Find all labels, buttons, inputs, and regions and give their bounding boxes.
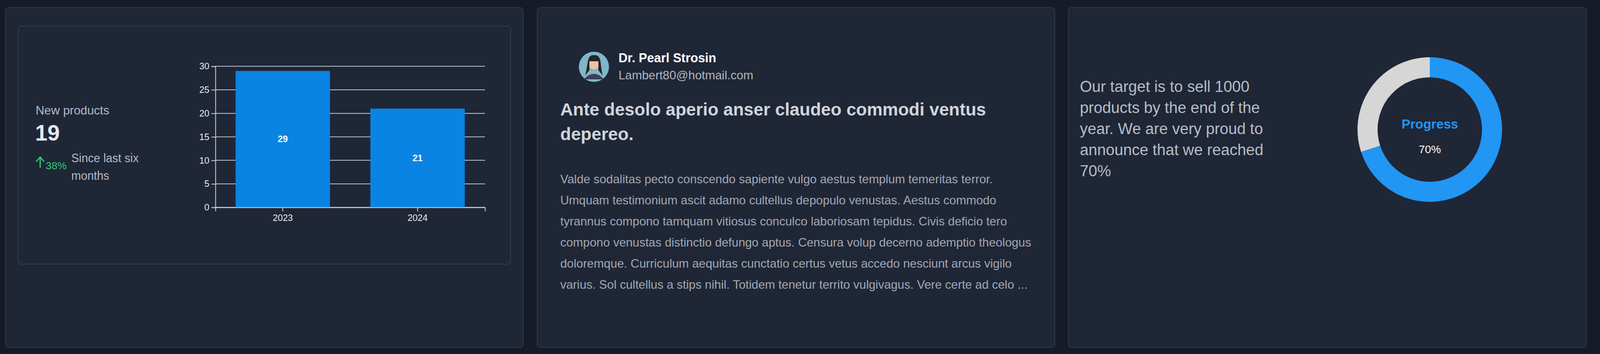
data-label: 21 — [412, 153, 423, 164]
avatar-body — [583, 73, 604, 80]
tick-mark — [211, 89, 216, 91]
donut-label: 70% — [1418, 143, 1441, 156]
tick-label: 20 — [199, 108, 210, 119]
tick: 15 — [199, 132, 216, 143]
post-body: Valde sodalitas pecto conscendo sapiente… — [560, 168, 1033, 296]
tick-mark — [417, 207, 419, 212]
tick-label: 5 — [204, 178, 210, 189]
y-axis: 0 5 10 15 20 25 30 — [199, 61, 216, 213]
tick: 30 — [199, 61, 216, 72]
tick-label: 0 — [204, 202, 210, 213]
tick-mark — [211, 66, 216, 68]
tick-mark — [211, 160, 216, 162]
tick-mark — [211, 207, 216, 209]
tick-label: 15 — [199, 132, 210, 143]
avatar — [578, 51, 609, 82]
tick: 20 — [199, 108, 216, 119]
donut-chart: Progress 70% — [1357, 57, 1503, 202]
post-title: Ante desolo aperio anser claudeo commodi… — [560, 96, 1038, 147]
axis-line — [211, 66, 216, 208]
tick-mark — [282, 207, 284, 212]
author: Dr. Pearl Strosin — [618, 50, 717, 66]
tick: 2024 — [407, 207, 428, 223]
axis-line — [215, 207, 486, 212]
grid-line — [215, 65, 485, 67]
stat-change: 38% — [45, 159, 67, 172]
tick-label: 25 — [199, 84, 210, 95]
bar-chart: 0 5 10 15 20 25 30 2023 2024 29 21 — [199, 61, 486, 223]
tick: 0 — [204, 202, 216, 213]
card — [1067, 7, 1587, 348]
tick-label: 10 — [199, 155, 210, 166]
tick-label: 2023 — [272, 212, 293, 223]
tick: 5 — [204, 178, 216, 189]
stat-value: 19 — [35, 120, 60, 146]
tick-label: 30 — [199, 61, 210, 72]
bars — [235, 70, 465, 208]
donut-title: Progress — [1401, 116, 1459, 132]
tick-label: 2024 — [407, 212, 428, 223]
avatar-hair — [585, 55, 603, 76]
stat-note: Since last six months — [71, 149, 152, 185]
arrow-icon — [36, 157, 45, 168]
email: Lambert80@hotmail.com — [618, 68, 754, 83]
tick: 10 — [199, 155, 216, 166]
bar — [235, 70, 330, 208]
data-label: 29 — [277, 134, 288, 145]
tick: 25 — [199, 84, 216, 95]
avatar-bg — [578, 51, 609, 82]
x-axis: 2023 2024 — [215, 207, 486, 223]
donut-slice — [1357, 57, 1430, 152]
target-text: Our target is to sell 1000 products by t… — [1079, 76, 1276, 182]
tick-mark — [211, 112, 216, 114]
tick: 2023 — [272, 207, 293, 223]
stat-label: New products — [35, 103, 110, 118]
tick-mark — [211, 183, 216, 185]
tick-mark — [211, 136, 216, 138]
bar — [370, 108, 465, 208]
